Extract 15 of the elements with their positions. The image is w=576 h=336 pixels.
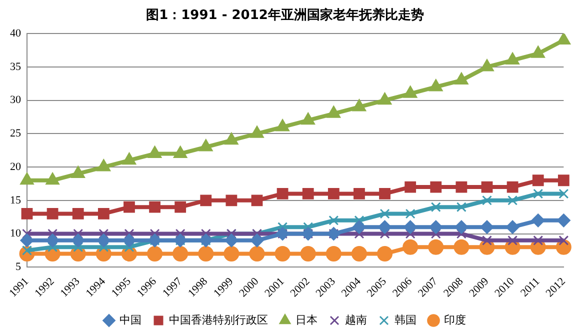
- chart-title: 图1：1991 - 2012年亚洲国家老年抚养比走势: [146, 7, 424, 24]
- legend-label: 中国: [120, 313, 142, 326]
- legend-label: 印度: [444, 313, 466, 326]
- y-tick-label: 10: [10, 228, 22, 240]
- y-tick-label: 15: [10, 194, 22, 206]
- y-tick-label: 35: [10, 60, 22, 73]
- y-tick-label: 25: [10, 128, 22, 140]
- legend-label: 韩国: [394, 313, 416, 326]
- legend-label: 日本: [296, 313, 318, 326]
- y-tick-label: 20: [10, 160, 22, 173]
- y-tick-label: 40: [10, 27, 22, 40]
- legend-label: 中国香港特别行政区: [169, 313, 268, 326]
- legend-label: 越南: [345, 313, 367, 326]
- y-tick-label: 30: [10, 94, 22, 106]
- y-tick-label: 5: [16, 261, 22, 273]
